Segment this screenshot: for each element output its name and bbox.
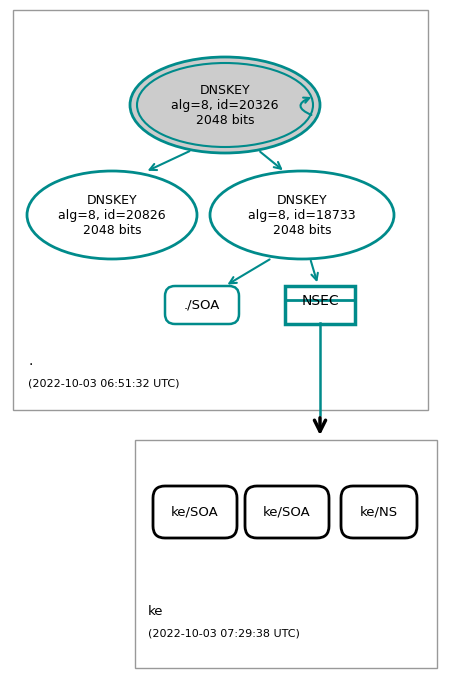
Text: ./SOA: ./SOA (184, 298, 220, 311)
Ellipse shape (27, 171, 197, 259)
Text: ke: ke (148, 605, 164, 618)
Ellipse shape (210, 171, 394, 259)
FancyBboxPatch shape (285, 286, 355, 324)
Text: DNSKEY
alg=8, id=20826
2048 bits: DNSKEY alg=8, id=20826 2048 bits (58, 193, 166, 236)
Ellipse shape (130, 57, 320, 153)
FancyBboxPatch shape (245, 486, 329, 538)
Text: ke/SOA: ke/SOA (171, 505, 219, 518)
FancyBboxPatch shape (13, 10, 428, 410)
Text: .: . (28, 354, 32, 368)
Text: DNSKEY
alg=8, id=20326
2048 bits: DNSKEY alg=8, id=20326 2048 bits (171, 84, 279, 127)
FancyBboxPatch shape (153, 486, 237, 538)
Text: DNSKEY
alg=8, id=18733
2048 bits: DNSKEY alg=8, id=18733 2048 bits (248, 193, 356, 236)
Text: (2022-10-03 06:51:32 UTC): (2022-10-03 06:51:32 UTC) (28, 378, 179, 388)
FancyBboxPatch shape (135, 440, 437, 668)
FancyBboxPatch shape (341, 486, 417, 538)
Ellipse shape (137, 63, 313, 147)
Text: (2022-10-03 07:29:38 UTC): (2022-10-03 07:29:38 UTC) (148, 628, 300, 638)
Text: ke/NS: ke/NS (360, 505, 398, 518)
Text: ke/SOA: ke/SOA (263, 505, 311, 518)
FancyBboxPatch shape (165, 286, 239, 324)
Text: NSEC: NSEC (301, 294, 339, 308)
